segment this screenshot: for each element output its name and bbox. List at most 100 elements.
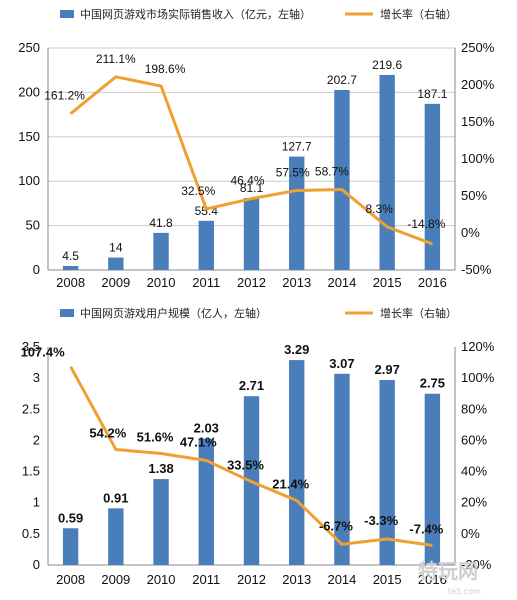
- y2-tick-label: 80%: [461, 401, 487, 416]
- y2-tick-label: -20%: [461, 557, 492, 572]
- y-tick-label: 2.5: [22, 401, 40, 416]
- y2-tick-label: 40%: [461, 464, 487, 479]
- y-tick-label: 1.5: [22, 464, 40, 479]
- bar: [198, 438, 214, 565]
- legend-bar-swatch: [60, 10, 74, 18]
- line-data-label: 32.5%: [181, 184, 215, 198]
- bar: [198, 220, 214, 270]
- line-data-label: -14.8%: [407, 217, 445, 231]
- line-data-label: 107.4%: [21, 345, 66, 360]
- x-tick-label: 2011: [192, 572, 220, 587]
- x-tick-label: 2009: [101, 572, 130, 587]
- x-tick-label: 2008: [56, 275, 85, 290]
- x-tick-label: 2013: [282, 572, 311, 587]
- bar-data-label: 3.29: [284, 342, 309, 357]
- y-tick-label: 250: [18, 40, 40, 55]
- x-tick-label: 2009: [101, 275, 130, 290]
- legend-bar-label: 中国网页游戏用户规模（亿人，左轴）: [80, 306, 267, 320]
- x-tick-label: 2010: [147, 572, 176, 587]
- x-tick-label: 2010: [147, 275, 176, 290]
- bar: [153, 479, 169, 565]
- x-tick-label: 2016: [418, 572, 447, 587]
- x-tick-label: 2011: [192, 275, 220, 290]
- bar-data-label: 81.1: [240, 181, 264, 195]
- bar: [379, 74, 395, 270]
- bar: [334, 90, 350, 270]
- line-data-label: 8.3%: [365, 202, 393, 216]
- y-tick-label: 150: [18, 129, 40, 144]
- y2-tick-label: 120%: [461, 339, 495, 354]
- legend-line-label: 增长率（右轴）: [380, 7, 457, 21]
- bar-data-label: 1.38: [148, 461, 173, 476]
- y2-tick-label: 150%: [461, 114, 495, 129]
- bar: [334, 373, 350, 565]
- line-data-label: 21.4%: [272, 477, 309, 492]
- x-tick-label: 2014: [327, 572, 356, 587]
- bar: [153, 232, 169, 270]
- y-tick-label: 0: [33, 262, 40, 277]
- y2-tick-label: 200%: [461, 77, 495, 92]
- y2-tick-label: 20%: [461, 495, 487, 510]
- bar-data-label: 2.71: [239, 378, 264, 393]
- bar-data-label: 3.07: [329, 356, 354, 371]
- line-data-label: 57.5%: [276, 165, 310, 179]
- line-data-label: 33.5%: [227, 458, 264, 473]
- bar: [379, 380, 395, 565]
- bar: [289, 156, 305, 270]
- bar-data-label: 41.8: [149, 216, 173, 230]
- bar-data-label: 187.1: [417, 87, 447, 101]
- line-data-label: -3.3%: [364, 513, 398, 528]
- y2-tick-label: 100%: [461, 151, 495, 166]
- bar-data-label: 4.5: [62, 249, 79, 263]
- y-tick-label: 100: [18, 173, 40, 188]
- bar: [424, 103, 441, 271]
- y2-tick-label: 60%: [461, 432, 487, 447]
- watermark-logo: 特玩网: [418, 559, 478, 583]
- line-data-label: 46.4%: [230, 174, 264, 188]
- bar-data-label: 0.59: [58, 510, 83, 525]
- line-data-label: 51.6%: [137, 430, 174, 445]
- y-tick-label: 0.5: [22, 526, 40, 541]
- y2-tick-label: 100%: [461, 370, 495, 385]
- x-tick-label: 2014: [327, 275, 356, 290]
- bar: [108, 508, 124, 565]
- y-tick-label: 200: [18, 84, 40, 99]
- line-data-label: 47.1%: [180, 435, 217, 450]
- y2-tick-label: 50%: [461, 188, 487, 203]
- y-tick-label: 3: [33, 370, 40, 385]
- growth-line: [69, 75, 433, 246]
- y2-tick-label: 250%: [461, 40, 495, 55]
- bar-data-label: 0.91: [103, 490, 128, 505]
- line-data-label: 198.6%: [145, 62, 186, 76]
- bar: [424, 393, 441, 565]
- growth-line: [69, 365, 433, 547]
- bar: [243, 197, 260, 270]
- bar-data-label: 127.7: [282, 140, 312, 154]
- line-data-label: 54.2%: [89, 425, 126, 440]
- x-tick-label: 2016: [418, 275, 447, 290]
- y2-tick-label: 0%: [461, 526, 480, 541]
- bar-data-label: 202.7: [327, 73, 357, 87]
- line-data-label: -7.4%: [409, 521, 443, 536]
- bar-data-label: 2.03: [194, 421, 219, 436]
- bar-data-label: 219.6: [372, 58, 402, 72]
- y2-tick-label: -50%: [461, 262, 492, 277]
- legend-line-label: 增长率（右轴）: [380, 306, 457, 320]
- y-tick-label: 2: [33, 432, 40, 447]
- line-data-label: 161.2%: [44, 89, 85, 103]
- bar: [108, 257, 124, 270]
- x-tick-label: 2012: [237, 275, 266, 290]
- y-tick-label: 1: [33, 495, 40, 510]
- line-data-label: 211.1%: [96, 52, 136, 66]
- legend-bar-label: 中国网页游戏市场实际销售收入（亿元，左轴）: [80, 7, 311, 21]
- y2-tick-label: 0%: [461, 225, 480, 240]
- bar-data-label: 2.75: [420, 376, 445, 391]
- bar: [289, 360, 305, 565]
- x-tick-label: 2012: [237, 572, 266, 587]
- y-tick-label: 3.5: [22, 339, 40, 354]
- x-tick-label: 2015: [373, 275, 402, 290]
- line-data-label: -6.7%: [319, 518, 353, 533]
- bar-data-label: 14: [109, 241, 123, 255]
- x-tick-label: 2008: [56, 572, 85, 587]
